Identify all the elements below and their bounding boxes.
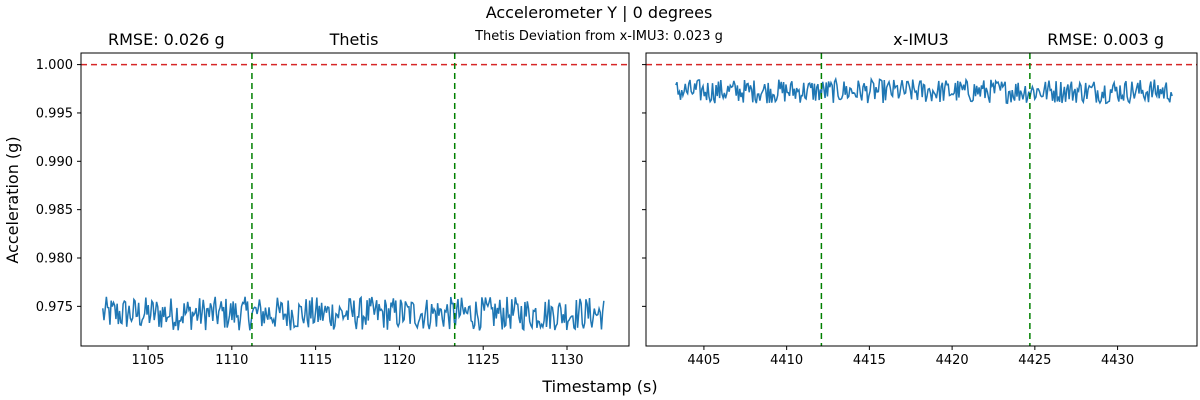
y-axis-label: Acceleration (g)	[3, 136, 22, 263]
panel-thetis: Thetis RMSE: 0.026 g 1105 1110 1115 1120 112…	[36, 30, 630, 368]
x-tick-label: 1105	[131, 353, 164, 368]
y-tick-label: 0.995	[36, 106, 73, 121]
panel-title-ximu3: x-IMU3	[893, 30, 949, 49]
x-tick-label: 4410	[770, 353, 803, 368]
x-tick-label: 1125	[467, 353, 500, 368]
rmse-label-ximu3: RMSE: 0.003 g	[1047, 30, 1164, 49]
y-tick-label: 1.000	[36, 58, 73, 73]
rmse-label-thetis: RMSE: 0.026 g	[108, 30, 225, 49]
x-tick-label: 1110	[215, 353, 248, 368]
x-tick-label: 1130	[550, 353, 583, 368]
y-tick-label: 0.980	[36, 252, 73, 267]
plot-frame-ximu3	[645, 52, 1198, 347]
x-tick-label: 1120	[383, 353, 416, 368]
deviation-annotation: Thetis Deviation from x-IMU3: 0.023 g	[474, 29, 723, 44]
x-tick-label: 4405	[687, 353, 720, 368]
figure-title: Accelerometer Y | 0 degrees	[486, 3, 713, 22]
x-tick-label: 4430	[1101, 353, 1134, 368]
series-line-ximu3	[675, 76, 1173, 105]
panel-title-thetis: Thetis	[329, 30, 379, 49]
y-tick-label: 0.985	[36, 203, 73, 218]
series-line-thetis	[102, 295, 605, 332]
plot-frame-thetis	[80, 52, 630, 347]
x-tick-label: 4425	[1018, 353, 1051, 368]
x-tick-label: 4420	[936, 353, 969, 368]
x-tick-label: 1115	[299, 353, 332, 368]
y-tick-label: 0.975	[36, 300, 73, 315]
x-axis-label: Timestamp (s)	[541, 377, 657, 396]
y-tick-label: 0.990	[36, 155, 73, 170]
panel-ximu3: x-IMU3 RMSE: 0.003 g 4405 4410 4415 4420 442…	[642, 30, 1198, 368]
x-tick-label: 4415	[853, 353, 886, 368]
